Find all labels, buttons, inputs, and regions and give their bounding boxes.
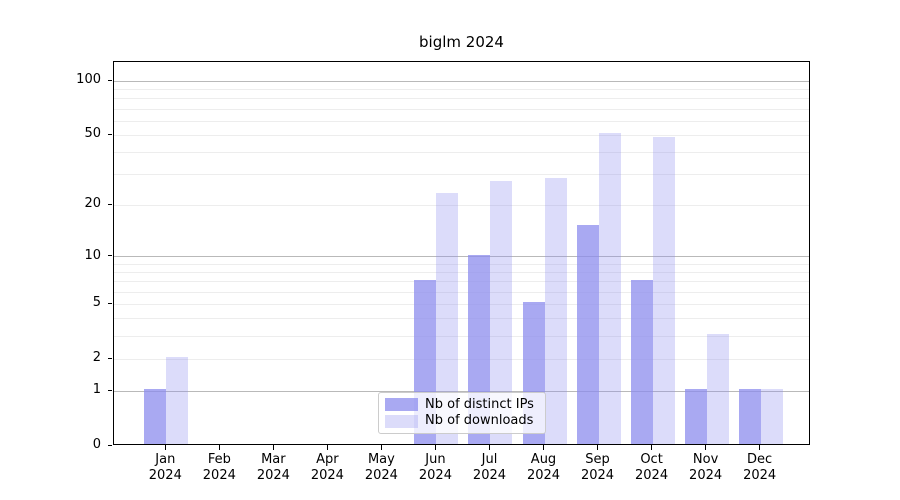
y-tick-label: 50	[84, 126, 101, 142]
gridline-major	[114, 80, 809, 82]
y-tick-mark	[108, 357, 112, 359]
y-tick-mark	[108, 203, 112, 205]
bar-downloads	[652, 136, 675, 444]
legend-entry-distinct-ips: Nb of distinct IPs	[385, 397, 539, 413]
y-tick-label: 20	[84, 196, 101, 212]
gridline-minor	[114, 318, 809, 320]
x-tick-mark	[543, 445, 544, 450]
bar-downloads	[544, 177, 567, 444]
x-tick-label: Apr 2024	[310, 452, 344, 483]
y-tick-mark	[108, 79, 112, 81]
legend: Nb of distinct IPs Nb of downloads	[378, 392, 546, 434]
gridline-minor	[114, 271, 809, 273]
y-tick-label: 100	[76, 72, 101, 88]
gridline-minor	[114, 263, 809, 265]
gridline-major	[114, 256, 809, 258]
plot-area: Nb of distinct IPs Nb of downloads	[113, 61, 810, 445]
y-tick-mark	[108, 302, 112, 304]
legend-swatch-downloads	[385, 414, 418, 428]
x-tick-label: Sep 2024	[580, 452, 615, 483]
bar-distinct-ips	[738, 389, 761, 444]
y-tick-label: 0	[92, 437, 101, 452]
y-tick-mark	[108, 444, 112, 446]
legend-entry-downloads: Nb of downloads	[385, 413, 539, 429]
x-tick-mark	[326, 445, 328, 450]
bar-downloads	[760, 389, 783, 444]
gridline-minor	[114, 281, 809, 283]
x-tick-mark	[597, 445, 599, 450]
x-tick-mark	[651, 445, 653, 450]
x-tick-mark	[380, 445, 382, 450]
chart-title: biglm 2024	[419, 33, 504, 51]
gridline-minor	[114, 303, 809, 305]
gridline-minor	[114, 291, 809, 293]
gridline-minor	[114, 152, 809, 154]
x-tick-label: Jun 2024	[418, 452, 452, 483]
x-tick-mark	[272, 445, 274, 450]
x-tick-mark	[164, 445, 166, 450]
gridline-minor	[114, 108, 809, 110]
gridline-minor	[114, 98, 809, 100]
x-tick-label: Dec 2024	[743, 452, 777, 483]
x-tick-label: Feb 2024	[202, 452, 236, 483]
x-tick-mark	[759, 445, 761, 450]
bar-downloads	[166, 357, 189, 444]
bar-downloads	[490, 180, 513, 444]
x-tick-label: Jan 2024	[148, 452, 182, 483]
gridline-minor	[114, 335, 809, 337]
bar-downloads	[436, 192, 459, 444]
x-tick-mark	[488, 445, 490, 450]
y-tick-mark	[108, 133, 112, 135]
x-tick-label: Jul 2024	[472, 452, 507, 483]
gridline-minor	[114, 204, 809, 206]
x-tick-label: Aug 2024	[526, 452, 561, 483]
gridline-major	[114, 390, 809, 392]
x-tick-label: Mar 2024	[256, 452, 290, 483]
y-tick-label: 5	[92, 295, 101, 311]
gridline-minor	[114, 174, 809, 176]
y-tick-label: 2	[92, 350, 101, 366]
bar-distinct-ips	[576, 224, 599, 444]
legend-label-downloads: Nb of downloads	[425, 413, 534, 429]
bar-distinct-ips	[630, 279, 653, 444]
gridline-minor	[114, 134, 809, 136]
bar-distinct-ips	[684, 389, 707, 444]
x-tick-label: Nov 2024	[689, 452, 723, 483]
legend-swatch-ips	[385, 398, 418, 412]
x-tick-label: Oct 2024	[635, 452, 669, 483]
x-tick-mark	[434, 445, 436, 450]
legend-label-ips: Nb of distinct IPs	[425, 396, 534, 412]
bar-downloads	[598, 133, 621, 444]
bar-downloads	[706, 334, 729, 444]
gridline-minor	[114, 120, 809, 122]
y-tick-label: 10	[84, 247, 101, 263]
y-tick-mark	[108, 255, 112, 257]
x-tick-mark	[705, 445, 707, 450]
x-tick-mark	[218, 445, 220, 450]
gridline-minor	[114, 89, 809, 91]
bar-distinct-ips	[144, 389, 167, 444]
gridline-minor	[114, 358, 809, 360]
y-tick-mark	[108, 389, 112, 391]
x-tick-label: May 2024	[364, 452, 398, 483]
y-tick-label: 1	[92, 382, 101, 398]
